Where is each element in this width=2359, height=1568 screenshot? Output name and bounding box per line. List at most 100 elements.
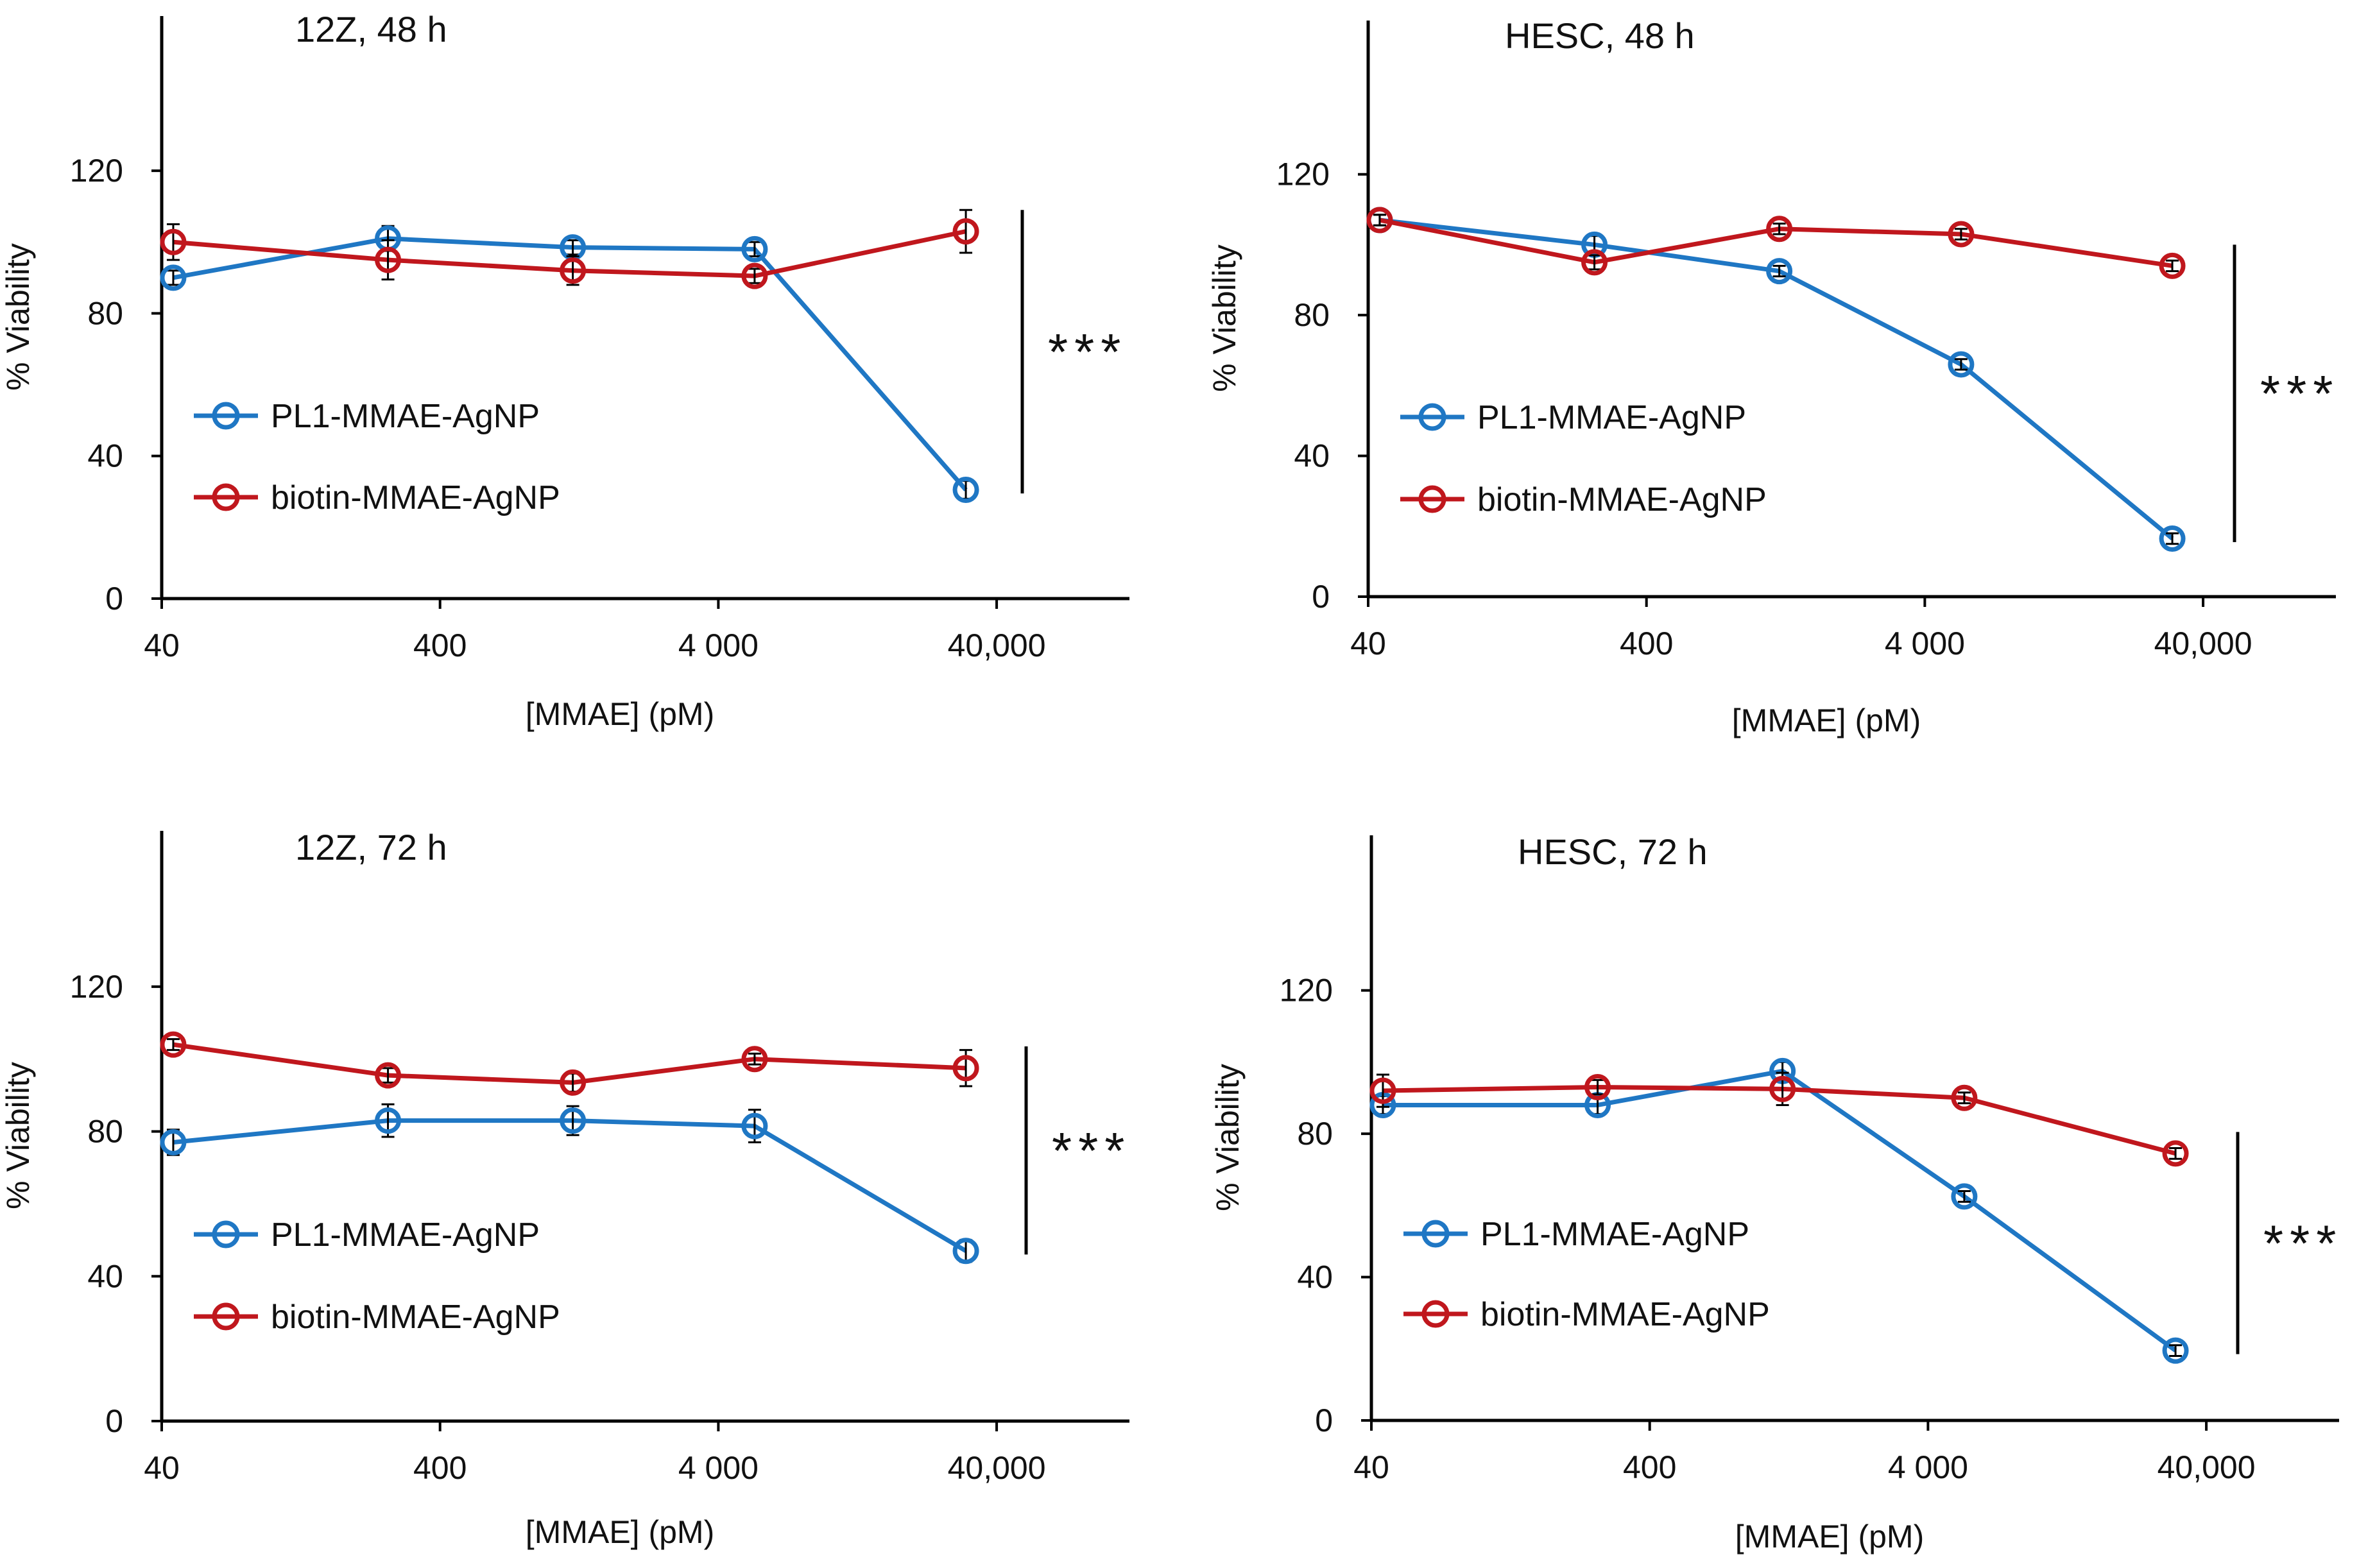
data-point <box>1369 1077 1396 1104</box>
x-axis-label: [MMAE] (pM) <box>526 1514 714 1550</box>
x-tick-label: 40,000 <box>2157 1449 2256 1485</box>
legend-label: PL1-MMAE-AgNP <box>271 398 540 435</box>
chart-panel-3: 0 40 80 120 40 400 4 000 40,000 [MMAE] (pM) % Via… <box>0 827 1131 1550</box>
series-line-pl1 <box>173 236 968 491</box>
x-tick-label: 40 <box>1353 1449 1389 1485</box>
legend-label: PL1-MMAE-AgNP <box>1480 1216 1749 1253</box>
data-point <box>1951 1183 1978 1210</box>
legend-marker <box>212 1302 240 1331</box>
data-point <box>2162 1337 2189 1364</box>
x-tick-label: 40,000 <box>2154 626 2252 661</box>
legend-marker <box>1418 485 1446 513</box>
data-point <box>375 1062 402 1089</box>
y-tick-label: 120 <box>1280 973 1333 1009</box>
y-axis-label: % Viability <box>1206 244 1242 392</box>
x-tick-label: 40 <box>144 1450 180 1486</box>
data-point <box>1366 207 1393 234</box>
x-tick-label: 4 000 <box>1888 1449 1968 1485</box>
y-tick-label: 40 <box>1294 438 1330 474</box>
data-point <box>741 262 768 289</box>
data-point <box>375 246 402 273</box>
significance-stars: *** <box>1052 1122 1131 1179</box>
y-tick-label: 0 <box>1315 1402 1333 1438</box>
data-point <box>741 1046 768 1073</box>
x-tick-label: 40,000 <box>948 627 1046 663</box>
significance-stars: *** <box>1048 323 1127 380</box>
x-tick-label: 400 <box>1620 626 1673 661</box>
legend-label: biotin-MMAE-AgNP <box>271 1299 560 1336</box>
x-tick-label: 40 <box>1350 626 1386 661</box>
legend-marker <box>1418 403 1446 431</box>
data-point <box>1766 258 1793 285</box>
data-point <box>2159 252 2186 279</box>
data-point <box>1584 1074 1611 1101</box>
y-tick-label: 0 <box>105 581 123 617</box>
legend-marker <box>212 402 240 430</box>
y-tick-label: 80 <box>1297 1116 1333 1152</box>
data-point <box>160 1129 187 1155</box>
legend-label: biotin-MMAE-AgNP <box>271 479 560 516</box>
x-tick-label: 400 <box>1623 1449 1676 1485</box>
y-tick-label: 120 <box>70 153 123 189</box>
data-point <box>160 264 187 291</box>
x-axis-label: [MMAE] (pM) <box>1732 703 1921 738</box>
data-point <box>560 1069 587 1096</box>
y-tick-label: 80 <box>87 1114 123 1150</box>
y-axis-label: % Viability <box>0 243 36 391</box>
legend-marker <box>1421 1300 1450 1328</box>
legend-marker <box>212 483 240 511</box>
chart-panel-1: 0 40 80 120 40 400 4 000 40,000 [MMAE] (pM) % Via… <box>0 9 1129 732</box>
chart-title: HESC, 48 h <box>1505 15 1695 56</box>
data-point <box>560 1107 587 1134</box>
x-tick-label: 40,000 <box>948 1450 1046 1486</box>
chart-panel-4: 0 40 80 120 40 400 4 000 40,000 [MMAE] (pM) % Via… <box>1210 831 2342 1555</box>
data-point <box>2162 1140 2189 1167</box>
y-tick-label: 40 <box>87 1258 123 1294</box>
data-point <box>560 257 587 284</box>
x-tick-label: 4 000 <box>678 627 759 663</box>
data-point <box>1581 249 1608 276</box>
series-line-biotin <box>173 1042 966 1085</box>
x-tick-label: 40 <box>144 627 180 663</box>
legend-label: PL1-MMAE-AgNP <box>1477 399 1746 436</box>
legend-marker <box>212 1220 240 1248</box>
x-tick-label: 4 000 <box>1885 626 1965 661</box>
y-tick-label: 80 <box>1294 297 1330 333</box>
y-tick-label: 120 <box>1276 157 1330 192</box>
x-tick-label: 400 <box>413 1450 467 1486</box>
data-point <box>952 477 979 504</box>
legend-label: biotin-MMAE-AgNP <box>1480 1296 1770 1333</box>
y-axis-label: % Viability <box>1210 1064 1246 1211</box>
y-tick-label: 0 <box>1312 579 1330 615</box>
data-point <box>375 1107 402 1134</box>
y-tick-label: 40 <box>87 438 123 474</box>
data-point <box>952 1238 979 1265</box>
y-axis-label: % Viability <box>0 1062 36 1209</box>
chart-title: 12Z, 48 h <box>295 9 447 49</box>
data-point <box>1948 351 1975 378</box>
y-tick-label: 0 <box>105 1403 123 1439</box>
chart-title: HESC, 72 h <box>1518 831 1708 872</box>
significance-stars: *** <box>2263 1215 2342 1272</box>
data-point <box>952 1055 979 1082</box>
data-point <box>952 218 979 245</box>
x-axis-label: [MMAE] (pM) <box>1735 1519 1924 1555</box>
y-tick-label: 40 <box>1297 1259 1333 1295</box>
legend-label: biotin-MMAE-AgNP <box>1477 481 1767 518</box>
chart-title: 12Z, 72 h <box>295 827 447 867</box>
data-point <box>741 1112 768 1139</box>
x-tick-label: 4 000 <box>678 1450 759 1486</box>
data-point <box>160 228 187 255</box>
y-tick-label: 120 <box>70 969 123 1005</box>
data-point <box>1769 1075 1796 1102</box>
data-point <box>2159 525 2186 552</box>
data-point <box>1951 1084 1978 1111</box>
data-point <box>1948 221 1975 248</box>
y-tick-label: 80 <box>87 295 123 331</box>
data-point <box>160 1031 187 1058</box>
x-tick-label: 400 <box>413 627 467 663</box>
legend-marker <box>1421 1220 1450 1248</box>
chart-panel-2: 0 40 80 120 40 400 4 000 40,000 [MMAE] (pM) % Via… <box>1206 15 2336 738</box>
data-point <box>1766 216 1793 243</box>
